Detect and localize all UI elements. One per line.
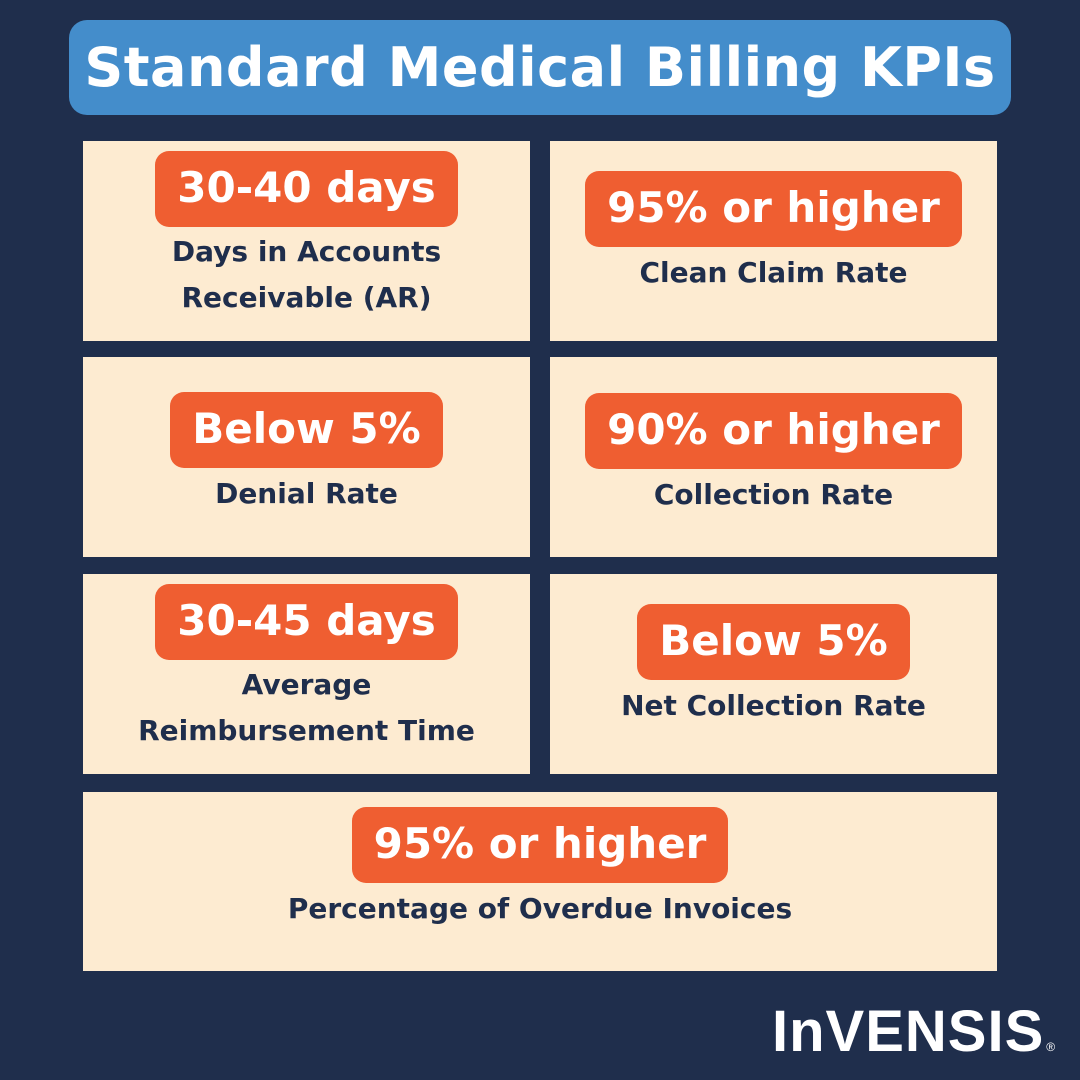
kpi-card-denial-rate: Below 5% Denial Rate <box>83 357 530 557</box>
kpi-card-overdue-invoices: 95% or higher Percentage of Overdue Invo… <box>83 792 997 971</box>
kpi-card-net-collection-rate: Below 5% Net Collection Rate <box>550 574 997 774</box>
kpi-label: Percentage of Overdue Invoices <box>287 892 793 925</box>
kpi-label-line: Average <box>241 668 372 701</box>
kpi-value: 90% or higher <box>585 393 962 469</box>
registered-mark: ® <box>1046 1040 1057 1054</box>
kpi-label: Collection Rate <box>653 478 894 511</box>
kpi-value: 30-45 days <box>155 584 458 660</box>
kpi-label: Days in Accounts Receivable (AR) <box>172 229 441 321</box>
kpi-value: Below 5% <box>170 392 443 468</box>
kpi-label: Net Collection Rate <box>621 689 926 722</box>
brand-name: InVENSIS <box>772 999 1045 1064</box>
title-banner: Standard Medical Billing KPIs <box>69 20 1011 115</box>
kpi-label: Average Reimbursement Time <box>138 662 475 754</box>
kpi-value: 95% or higher <box>585 171 962 247</box>
kpi-card-collection-rate: 90% or higher Collection Rate <box>550 357 997 557</box>
kpi-value: 95% or higher <box>351 807 729 883</box>
kpi-card-days-in-ar: 30-40 days Days in Accounts Receivable (… <box>83 141 530 341</box>
kpi-label: Denial Rate <box>215 477 398 510</box>
kpi-card-avg-reimbursement-time: 30-45 days Average Reimbursement Time <box>83 574 530 774</box>
kpi-value: Below 5% <box>637 604 910 680</box>
kpi-label-line: Receivable (AR) <box>181 281 432 314</box>
kpi-label: Clean Claim Rate <box>639 256 908 289</box>
kpi-label-line: Days in Accounts <box>171 235 442 268</box>
kpi-label-line: Reimbursement Time <box>138 714 475 747</box>
brand-logo: InVENSIS ® <box>772 998 1056 1065</box>
kpi-card-clean-claim-rate: 95% or higher Clean Claim Rate <box>550 141 997 341</box>
kpi-value: 30-40 days <box>155 151 458 227</box>
page-title: Standard Medical Billing KPIs <box>84 36 996 99</box>
